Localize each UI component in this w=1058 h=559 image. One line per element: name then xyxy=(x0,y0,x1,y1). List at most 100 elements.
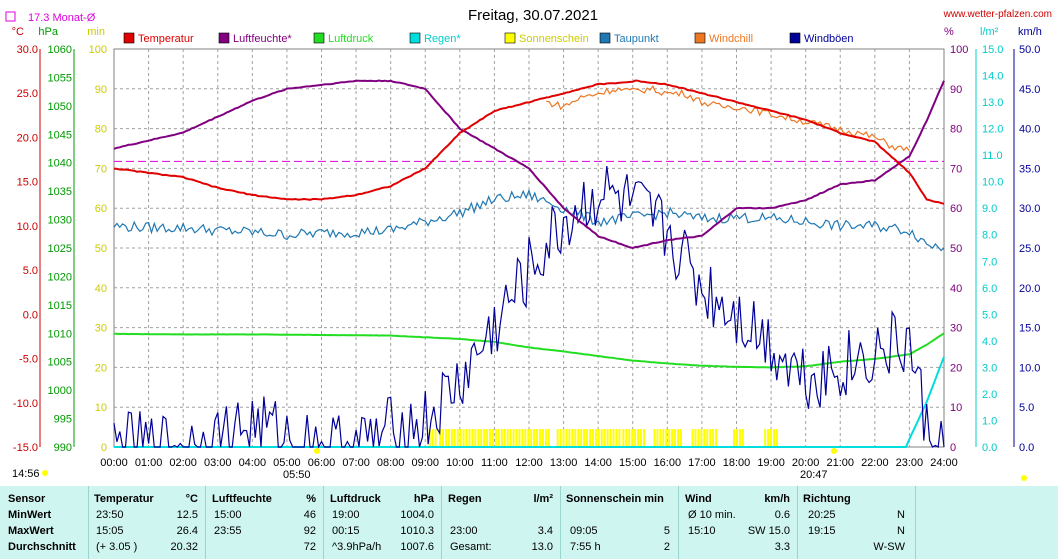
sunshine-bar xyxy=(568,429,571,447)
rain-tick-label: 12.0 xyxy=(982,124,1003,136)
sun-icon-right xyxy=(1021,475,1027,481)
table-column-divider xyxy=(560,486,561,559)
sunshine-bar xyxy=(772,429,775,447)
sunshine-bar xyxy=(625,429,628,447)
sunshine-bar xyxy=(530,429,533,447)
sunshine-bar xyxy=(606,429,609,447)
rain-tick-label: 3.0 xyxy=(982,362,997,374)
sunshine-bar xyxy=(512,429,515,447)
sunshine-bar xyxy=(679,429,682,447)
table-cell-dir-value: W-SW xyxy=(873,541,905,553)
wind-tick-label: 50.0 xyxy=(1019,44,1040,56)
sunshine-bar xyxy=(494,429,497,447)
table-cell-wind-time: 15:10 xyxy=(688,525,716,537)
table-cell-temp-value: 20.32 xyxy=(170,541,198,553)
legend-label: Regen* xyxy=(424,33,461,45)
humidity-tick-label: 10 xyxy=(950,402,962,414)
sunshine-bar xyxy=(486,429,489,447)
temperature-tick-label: -10.0 xyxy=(13,398,38,410)
sunshine-bar xyxy=(770,429,773,447)
sunshine-bar xyxy=(712,429,715,447)
sunshine-bar xyxy=(439,429,442,447)
table-cell-dir-value: N xyxy=(897,509,905,521)
sunshine-bar xyxy=(547,429,550,447)
sunshine-bar xyxy=(594,429,597,447)
sunshine-bar xyxy=(659,429,662,447)
sunshine-bar xyxy=(615,429,618,447)
table-cell-hum-value: 92 xyxy=(303,525,316,537)
series-line-taupunkt xyxy=(113,188,945,252)
table-cell-press-time: 19:00 xyxy=(332,509,360,521)
sunshine-bar xyxy=(591,429,594,447)
table-cell-sun-time: 09:05 xyxy=(570,525,598,537)
time-tick-label: 19:00 xyxy=(757,457,785,469)
temperature-tick-label: 15.0 xyxy=(17,177,38,189)
humidity-tick-label: 30 xyxy=(950,323,962,335)
sunshine-bar xyxy=(506,429,509,447)
series-line-windchill xyxy=(546,85,910,152)
humidity-tick-label: 40 xyxy=(950,283,962,295)
table-header-pressure: Luftdruck xyxy=(330,493,381,505)
pressure-tick-label: 1015 xyxy=(48,300,72,312)
sunshine-bars xyxy=(428,429,778,447)
sunshine-bar xyxy=(577,429,580,447)
table-header-pressure-unit: hPa xyxy=(413,493,434,505)
sunshine-bar xyxy=(444,429,447,447)
sunshine-bar xyxy=(767,429,770,447)
table-cell-temp-value: 12.5 xyxy=(176,509,198,521)
wind-tick-label: 20.0 xyxy=(1019,283,1040,295)
wind-tick-label: 25.0 xyxy=(1019,243,1040,255)
table-cell-rain-time: Gesamt: xyxy=(450,541,492,553)
sunshine-bar xyxy=(668,429,671,447)
sunshine-bar xyxy=(612,429,615,447)
legend-swatch xyxy=(313,32,325,44)
sunset-icon xyxy=(831,448,837,454)
sunshine-bar xyxy=(735,429,738,447)
table-cell-rain-value: 13.0 xyxy=(531,541,553,553)
sunshine-bar xyxy=(738,429,741,447)
table-cell-hum-time: 15:00 xyxy=(214,509,242,521)
sunshine-bar xyxy=(431,429,434,447)
pressure-tick-label: 1005 xyxy=(48,357,72,369)
grid xyxy=(114,49,944,447)
sunshine-bar xyxy=(586,429,589,447)
table-cell-wind-time: Ø 10 min. xyxy=(688,509,736,521)
sunshine-bar xyxy=(527,429,530,447)
table-row-label: MinWert xyxy=(8,509,52,521)
table-column-divider xyxy=(797,486,798,559)
wind-tick-label: 10.0 xyxy=(1019,362,1040,374)
wind-tick-label: 15.0 xyxy=(1019,323,1040,335)
sunshine-bar xyxy=(491,429,494,447)
temperature-tick-label: 10.0 xyxy=(17,221,38,233)
time-tick-label: 04:00 xyxy=(239,457,267,469)
pressure-unit-label: hPa xyxy=(38,26,58,38)
axes: 30.0 25.0 20.0 15.0 10.0 5.0 0.0 -5.0 -10.0 -15.0… xyxy=(12,26,1042,469)
sunshine-bar xyxy=(533,429,536,447)
table-cell-rain-value: 3.4 xyxy=(537,525,553,537)
table-cell-temp-time: 15:05 xyxy=(96,525,124,537)
time-tick-label: 22:00 xyxy=(861,457,889,469)
sunrise-label: 05:50 xyxy=(283,469,311,481)
sunshine-bar xyxy=(622,429,625,447)
time-tick-label: 11:00 xyxy=(481,457,508,469)
sunshine-bar xyxy=(489,429,492,447)
table-column-divider xyxy=(915,486,916,559)
pressure-tick-label: 1000 xyxy=(48,385,72,397)
sunshine-bar xyxy=(733,429,736,447)
table-row-label: Durchschnitt xyxy=(8,541,76,553)
sunshine-tick-label: 90 xyxy=(95,84,107,96)
sunshine-bar xyxy=(465,429,468,447)
table-cell-sun-value: 2 xyxy=(663,541,670,553)
table-header-sensor: Sensor xyxy=(8,493,46,505)
temperature-tick-label: 5.0 xyxy=(23,265,38,277)
time-tick-label: 10:00 xyxy=(446,457,474,469)
rain-tick-label: 6.0 xyxy=(982,283,997,295)
legend-label: Taupunkt xyxy=(614,33,659,45)
table-cell-temp-time: 23:50 xyxy=(96,509,124,521)
humidity-tick-label: 0 xyxy=(950,442,956,454)
legend-swatch xyxy=(409,32,421,44)
sunshine-bar xyxy=(515,429,518,447)
humidity-tick-label: 90 xyxy=(950,84,962,96)
table-cell-dir-time: 19:15 xyxy=(808,525,836,537)
table-header-rain-unit: l/m² xyxy=(533,493,553,505)
